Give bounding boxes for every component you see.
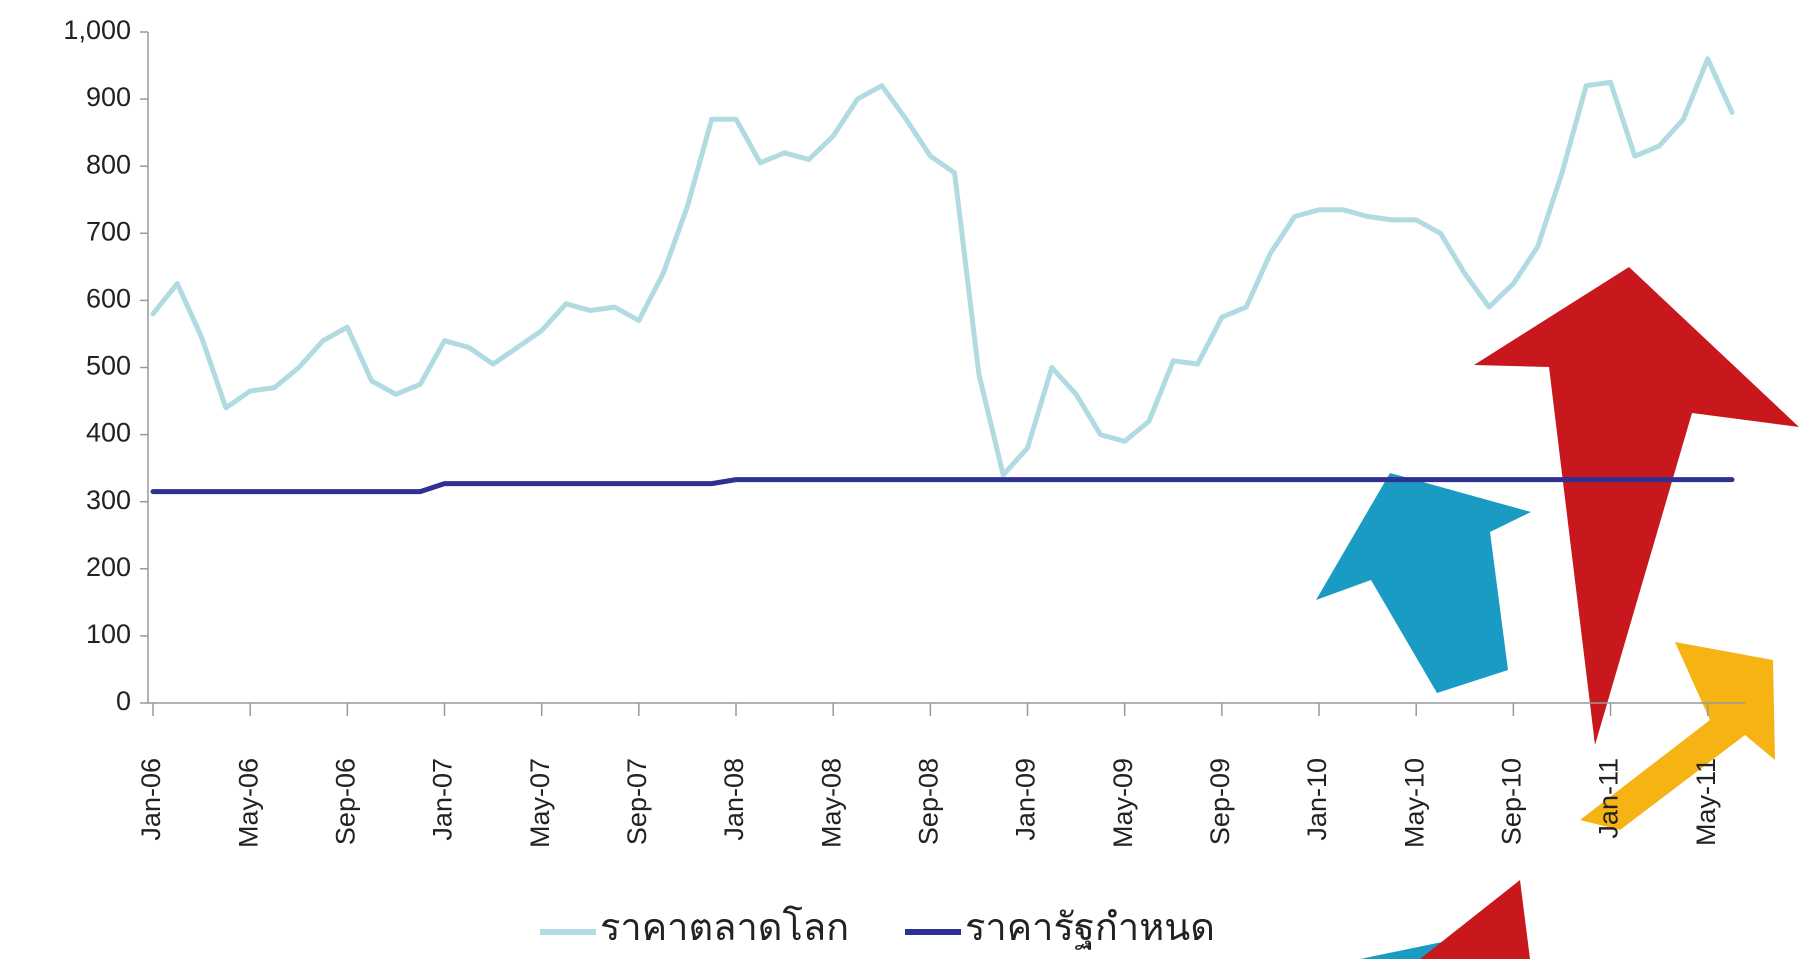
y-tick-label: 100 bbox=[86, 619, 131, 649]
y-tick-label: 800 bbox=[86, 149, 131, 179]
decor-arrow bbox=[1316, 473, 1531, 693]
y-tick-label: 700 bbox=[86, 216, 131, 246]
x-tick-label: Sep-06 bbox=[330, 758, 360, 845]
series-line bbox=[153, 480, 1732, 492]
y-tick-label: 400 bbox=[86, 418, 131, 448]
x-tick-label: Jan-10 bbox=[1302, 758, 1332, 841]
y-tick-label: 600 bbox=[86, 284, 131, 314]
x-tick-label: May-09 bbox=[1108, 758, 1138, 848]
chart: 0 100 200 300 400 500 600 700 800 900 1,000 Jan-06 M… bbox=[0, 0, 1799, 959]
x-tick-label: May-10 bbox=[1399, 758, 1429, 848]
x-tick-label: Sep-10 bbox=[1496, 758, 1526, 845]
x-tick-label: May-07 bbox=[525, 758, 555, 848]
y-tick-label: 200 bbox=[86, 552, 131, 582]
x-tick-label: Jan-11 bbox=[1594, 758, 1624, 839]
x-tick-label: May-08 bbox=[816, 758, 846, 848]
x-tick-label: May-06 bbox=[233, 758, 263, 848]
y-tick-label: 500 bbox=[86, 351, 131, 381]
x-tick-label: Sep-08 bbox=[913, 758, 943, 845]
x-tick-label: May-11 bbox=[1691, 758, 1721, 846]
x-tick-label: Jan-09 bbox=[1011, 758, 1041, 841]
x-tick-label: Jan-07 bbox=[428, 758, 458, 841]
x-tick-label: Sep-07 bbox=[622, 758, 652, 845]
y-tick-label: 300 bbox=[86, 485, 131, 515]
x-tick-label: Jan-08 bbox=[719, 758, 749, 841]
legend-label: ราคาตลาดโลก bbox=[600, 905, 849, 949]
legend-label: ราคารัฐกำหนด bbox=[965, 907, 1215, 950]
x-tick-label: Jan-06 bbox=[136, 758, 166, 841]
decor-arrow bbox=[1420, 880, 1530, 959]
y-tick-label: 0 bbox=[116, 686, 131, 716]
series-line bbox=[153, 59, 1732, 475]
x-tick-label: Sep-09 bbox=[1205, 758, 1235, 845]
page: {"chart_data": {"type": "line", "categor… bbox=[0, 0, 1799, 959]
y-tick-label: 900 bbox=[86, 82, 131, 112]
y-tick-label: 1,000 bbox=[63, 15, 131, 45]
